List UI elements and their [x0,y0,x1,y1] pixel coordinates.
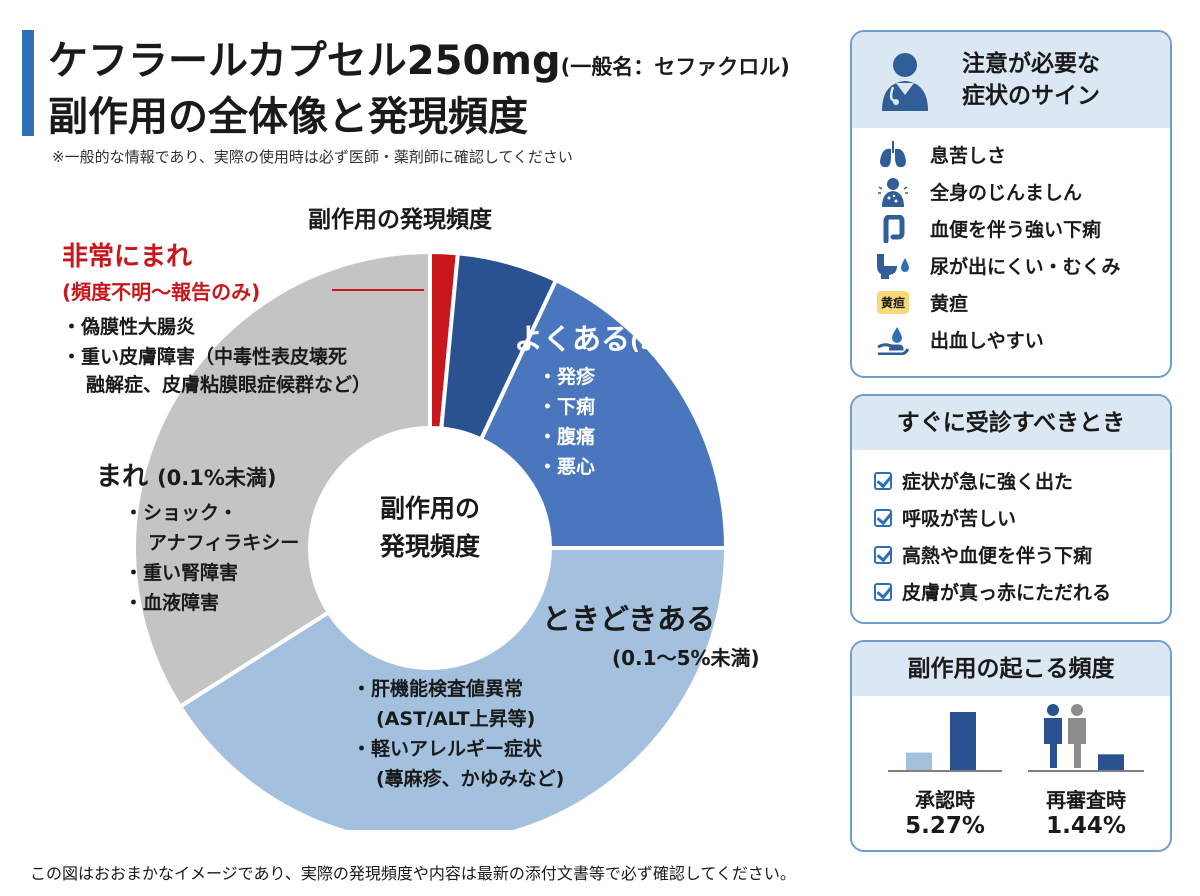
approval-label: 承認時 [915,788,975,812]
common-label-text: よくある [514,322,631,356]
check-label: 症状が急に強く出た [902,471,1074,493]
list-item: 偽膜性大腸炎 [62,312,347,342]
reexam-group: 再審査時 1.44% [1028,784,1144,839]
list-item-continuation: 融解症、皮膚粘膜眼症候群など） [86,374,372,396]
sign-label: 黄疸 [930,293,969,315]
frequency-bars [888,704,1144,772]
title-accent-bar [22,30,34,136]
page-subtitle: 副作用の全体像と発現頻度 [48,94,528,140]
list-item: 腹痛 [538,422,595,452]
very-rare-list: 偽膜性大腸炎 重い皮膚障害（中毒性表皮壊死 [62,312,347,372]
check-item: 呼吸が苦しい [874,499,1170,536]
warning-signs-header: 注意が必要な 症状のサイン [852,32,1170,128]
list-item-continuation: (蕁麻疹、かゆみなど) [376,768,565,790]
sign-item: 黄疸 黄疸 [872,284,1170,321]
hand-drop-icon [877,326,909,355]
jaundice-badge: 黄疸 [876,291,909,314]
panel-title-line: 注意が必要な [962,51,1100,77]
check-item: 高熱や血便を伴う下痢 [874,536,1170,573]
checkbox-icon [874,582,892,601]
checkbox-icon [874,471,892,490]
title-main: ケフラールカプセル250mg [48,38,561,84]
patients-icon [1044,704,1086,768]
check-item: 皮膚が真っ赤にただれる [874,573,1170,610]
list-item: 悪心 [538,452,595,482]
very-rare-freq: (頻度不明〜報告のみ) [62,280,261,304]
disclaimer-note: ※一般的な情報であり、実際の使用時は必ず医師・薬剤師に確認してください [52,148,573,166]
list-item: 発疹 [538,362,595,392]
toilet-drop-icon [877,253,909,279]
urgent-visit-title: すぐに受診すべきとき [852,396,1170,450]
rare-label: まれ (0.1%未満) [96,456,277,493]
center-label-line: 副作用の [379,494,480,523]
check-item: 症状が急に強く出た [874,462,1170,499]
occasional-list: 肝機能検査値異常 [352,674,523,704]
reexam-value: 1.44% [1046,813,1126,839]
list-item: 重い皮膚障害（中毒性表皮壊死 [62,342,347,372]
occasional-freq: (0.1〜5%未満) [612,646,760,670]
rare-leader-line [332,289,424,291]
list-item-continuation: アナフィラキシー [148,532,300,554]
urgent-visit-list: 症状が急に強く出た 呼吸が苦しい 高熱や血便を伴う下痢 皮膚が真っ赤にただれる [852,450,1170,610]
donut-center-label: 副作用の 発現頻度 [362,490,498,566]
doctor-icon [882,53,928,111]
list-item: 軽いアレルギー症状 [352,734,542,764]
common-list: 発疹 下痢 腹痛 悪心 [538,362,595,482]
urgent-visit-panel: すぐに受診すべきとき 症状が急に強く出た 呼吸が苦しい 高熱や血便を伴う下痢 皮… [850,394,1172,624]
title-generic-name: (一般名：セファクロル) [560,55,790,79]
approval-value: 5.27% [905,813,985,839]
approval-group: 承認時 5.27% [888,784,1002,839]
frequency-panel: 副作用の起こる頻度 承認時 5.27% 再審査時 1.44% [850,640,1172,852]
sign-item: 全身のじんましん [872,173,1170,210]
rare-freq: (0.1%未満) [157,466,277,490]
list-item: ショック・ [124,498,238,528]
checkbox-icon [874,508,892,527]
approval-dark-bar [950,712,976,770]
lungs-icon [880,140,906,167]
rare-list: ショック・ [124,498,238,528]
occasional-list-2: 軽いアレルギー症状 [352,734,542,764]
check-label: 呼吸が苦しい [902,508,1017,530]
list-item: 重い腎障害 [124,558,238,588]
center-label-line: 発現頻度 [379,532,480,561]
occasional-label: ときどきある [542,602,716,636]
page-title: ケフラールカプセル250mg(一般名：セファクロル) [48,28,790,86]
list-item: 肝機能検査値異常 [352,674,523,704]
sign-item: 出血しやすい [872,321,1170,358]
warning-signs-panel: 注意が必要な 症状のサイン 息苦しさ 全身のじんましん 血便を伴う強い下痢 尿が… [850,30,1172,378]
panel-title-line: 症状のサイン [962,83,1100,109]
rash-person-icon [878,177,908,207]
check-label: 皮膚が真っ赤にただれる [902,582,1112,604]
common-freq: (5%前後) [630,330,732,355]
sign-label: 尿が出にくい・むくみ [930,256,1121,278]
common-label: よくある(5%前後) [514,316,731,358]
sign-item: 息苦しさ [872,136,1170,173]
reexam-dark-bar [1098,754,1124,770]
reexam-label: 再審査時 [1046,788,1126,812]
warning-signs-list: 息苦しさ 全身のじんましん 血便を伴う強い下痢 尿が出にくい・むくみ 黄疸 黄疸… [852,128,1170,358]
sign-item: 血便を伴う強い下痢 [872,210,1170,247]
list-item-continuation: (AST/ALT上昇等) [376,708,536,730]
rare-list-2: 重い腎障害 血液障害 [124,558,238,618]
sign-label: 全身のじんましん [930,182,1083,204]
frequency-title: 副作用の起こる頻度 [852,642,1170,696]
warning-signs-title: 注意が必要な 症状のサイン [962,48,1100,112]
chart-title: 副作用の発現頻度 [308,207,492,233]
sign-label: 息苦しさ [930,145,1007,167]
sign-label: 血便を伴う強い下痢 [930,219,1102,241]
check-label: 高熱や血便を伴う下痢 [902,545,1093,567]
rare-label-text: まれ [96,462,149,492]
checkbox-icon [874,545,892,564]
intestine-icon [883,214,905,243]
approval-light-bar [906,752,932,770]
sign-item: 尿が出にくい・むくみ [872,247,1170,284]
sign-label: 出血しやすい [930,330,1044,352]
very-rare-label: 非常にまれ [62,242,193,272]
list-item: 血液障害 [124,588,238,618]
footer-note: この図はおおまかなイメージであり、実際の発現頻度や内容は最新の添付文書等で必ず確… [30,864,796,883]
list-item: 下痢 [538,392,595,422]
